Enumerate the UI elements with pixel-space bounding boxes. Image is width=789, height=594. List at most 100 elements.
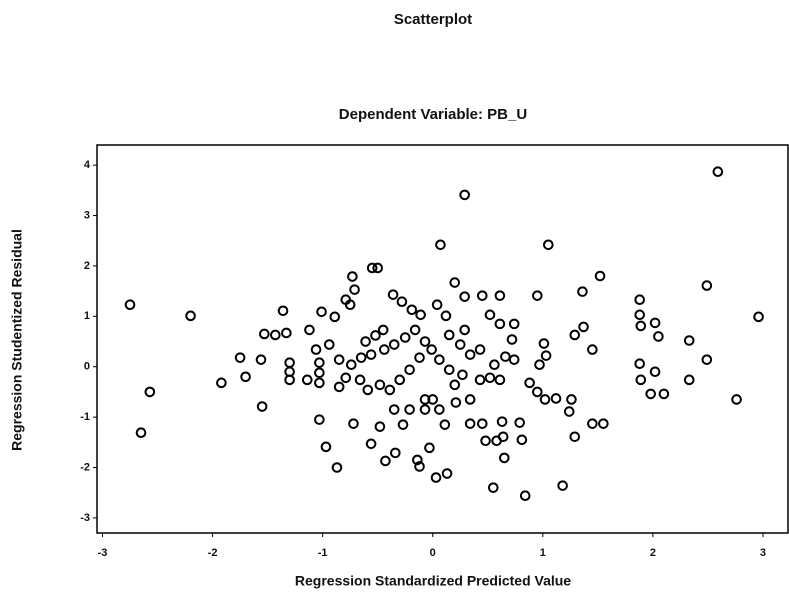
point: [516, 434, 528, 446]
point: [372, 262, 384, 274]
point: [366, 262, 378, 274]
point: [683, 374, 695, 386]
point: [539, 394, 551, 405]
point: [406, 304, 418, 316]
point: [345, 359, 357, 370]
point: [450, 397, 462, 408]
point: [384, 384, 396, 396]
point: [683, 335, 695, 346]
point: [256, 401, 268, 412]
point: [390, 447, 401, 459]
point: [333, 354, 345, 365]
point: [234, 352, 246, 363]
point: [653, 331, 664, 342]
point: [476, 418, 488, 429]
point: [404, 404, 415, 415]
point: [449, 277, 461, 288]
point: [454, 339, 466, 350]
point: [419, 404, 431, 415]
point: [476, 290, 488, 301]
point: [645, 388, 657, 400]
point: [480, 435, 491, 447]
point: [508, 354, 520, 365]
point: [514, 417, 526, 428]
point: [329, 311, 341, 323]
x-tick-label: 3: [760, 547, 766, 559]
point: [496, 416, 508, 427]
point: [519, 490, 531, 502]
point: [344, 299, 356, 311]
y-tick-label: -1: [80, 411, 90, 423]
point: [348, 418, 359, 429]
point: [277, 305, 289, 317]
y-tick-label: 3: [84, 209, 90, 221]
point: [532, 290, 543, 301]
x-tick-label: 0: [430, 547, 436, 559]
point: [508, 318, 520, 330]
point: [397, 419, 409, 430]
point: [443, 364, 455, 376]
point: [594, 270, 606, 282]
point: [712, 166, 724, 178]
point: [374, 421, 386, 432]
point: [457, 369, 468, 381]
point: [365, 349, 377, 360]
point: [370, 330, 381, 341]
point: [124, 299, 136, 311]
point: [419, 394, 431, 405]
point: [634, 309, 645, 321]
chart-subtitle: Dependent Variable: PB_U: [339, 106, 527, 123]
point: [430, 472, 442, 483]
point: [474, 344, 486, 355]
point: [701, 354, 713, 365]
plot-frame: [96, 144, 789, 534]
point: [649, 317, 661, 329]
point: [284, 374, 295, 386]
point: [387, 289, 399, 300]
point: [494, 318, 506, 330]
y-tick-label: 1: [84, 310, 90, 322]
point: [578, 321, 589, 333]
x-tick-label: -3: [98, 547, 108, 559]
point: [409, 324, 421, 336]
x-tick-label: 2: [650, 547, 656, 559]
point: [349, 284, 360, 295]
point: [464, 349, 476, 360]
point: [701, 280, 713, 291]
y-tick-label: 2: [84, 260, 90, 272]
point: [377, 324, 389, 336]
point: [434, 404, 445, 415]
point: [320, 441, 332, 453]
point: [598, 418, 609, 429]
point: [459, 189, 470, 201]
point: [281, 327, 292, 339]
point: [255, 354, 267, 365]
y-tick-label: -2: [80, 461, 90, 473]
point: [435, 239, 446, 251]
point: [414, 461, 425, 472]
point: [439, 419, 451, 430]
point: [658, 388, 670, 400]
point: [500, 351, 511, 362]
point: [216, 377, 227, 389]
point: [484, 372, 496, 384]
point: [259, 328, 270, 340]
point: [569, 329, 581, 341]
point: [314, 414, 325, 425]
point: [753, 311, 764, 323]
point: [484, 309, 496, 321]
point: [487, 482, 499, 493]
point: [557, 480, 568, 491]
point: [731, 394, 742, 405]
x-tick-label: -1: [318, 547, 328, 559]
point: [563, 406, 575, 417]
point: [412, 454, 423, 466]
point: [534, 359, 545, 370]
point: [543, 239, 554, 251]
point: [569, 431, 581, 443]
point: [635, 374, 647, 386]
point: [310, 344, 322, 355]
point: [399, 332, 411, 343]
